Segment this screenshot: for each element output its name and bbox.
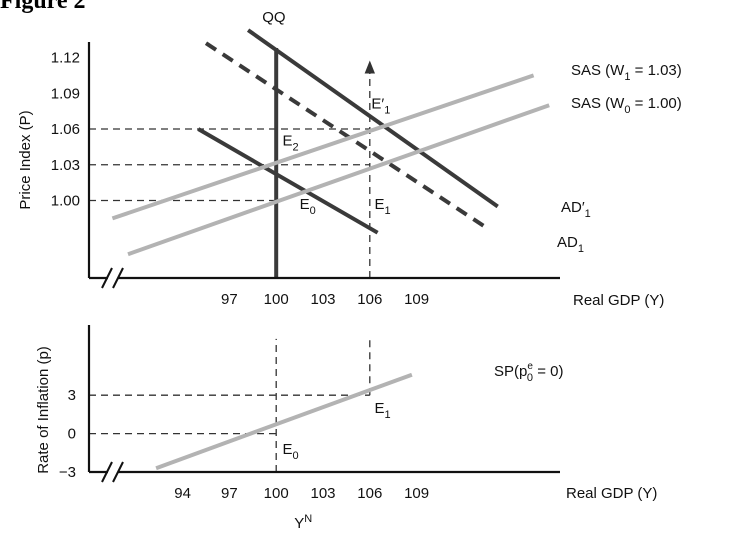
top-point-labels: E′1 E2 E0 E1: [282, 96, 390, 217]
bottom-x-tick-103: 103: [310, 485, 335, 502]
label-y-natural: YN: [294, 513, 312, 532]
bottom-y-tick-0: 0: [68, 426, 76, 443]
top-y-tick-1-09: 1.09: [51, 85, 80, 102]
bottom-series-labels: SP(pe 0 = 0): [494, 361, 563, 384]
top-y-axis-label: Price Index (P): [17, 110, 34, 209]
bottom-y-tick-3: −3: [59, 464, 76, 481]
top-y-tick-1-03: 1.03: [51, 157, 80, 174]
bottom-x-tick-109: 109: [404, 485, 429, 502]
label-qq: QQ: [262, 9, 285, 26]
natural-output-label: YN: [294, 513, 312, 532]
bottom-x-tick-100: 100: [264, 485, 289, 502]
top-x-tick-106: 106: [357, 291, 382, 308]
label-ad-1: AD′1: [561, 199, 591, 220]
bottom-x-tick-labels: 94 97 100 103 106 109: [174, 485, 429, 502]
price-index-panel: 1.12 1.09 1.06 1.03 1.00 97 100 103 106 109 Real…: [17, 9, 682, 309]
top-x-tick-labels: 97 100 103 106 109: [221, 291, 429, 308]
bottom-point-e1: E1: [374, 400, 390, 421]
point-e0: E0: [300, 196, 316, 217]
figure-title: Figure 2: [0, 0, 86, 14]
bottom-axis-break-mark: [101, 461, 124, 483]
bottom-y-tick-3: 3: [68, 387, 76, 404]
top-x-tick-103: 103: [310, 291, 335, 308]
bottom-y-tick-labels: 3 0 −3: [59, 387, 76, 481]
top-y-tick-1-12: 1.12: [51, 49, 80, 66]
top-series-ad-0: [197, 127, 379, 235]
label-sp-p-0-e-0: SP(pe 0 = 0): [494, 361, 563, 384]
top-y-tick-1-00: 1.00: [51, 193, 80, 210]
bottom-y-axis-label: Rate of Inflation (p): [35, 346, 52, 474]
label-sas-w-1-1-03: SAS (W1 = 1.03): [571, 62, 682, 83]
top-series-sas-w-0-1-00: [127, 103, 550, 257]
bottom-x-tick-94: 94: [174, 485, 191, 502]
top-series-ad-1: [246, 28, 499, 209]
top-x-axis-label: Real GDP (Y): [573, 292, 664, 309]
top-series-sas-w-1-1-03: [111, 73, 535, 221]
bottom-series-lines: [155, 372, 413, 471]
top-x-tick-109: 109: [404, 291, 429, 308]
top-series-labels: QQ AD′1 AD1 SAS (W1 = 1.03) SAS (W0 = 1.00): [262, 9, 682, 255]
bottom-x-tick-106: 106: [357, 485, 382, 502]
top-y-tick-1-06: 1.06: [51, 121, 80, 138]
point-e1: E1: [374, 196, 390, 217]
top-y-tick-labels: 1.12 1.09 1.06 1.03 1.00: [51, 49, 80, 209]
top-x-tick-97: 97: [221, 291, 238, 308]
label-ad-1: AD1: [557, 234, 584, 255]
bottom-point-e0: E0: [282, 441, 298, 462]
top-series-lines: [111, 28, 550, 278]
top-axis-break-mark: [101, 267, 124, 289]
point-e-1: E′1: [371, 96, 390, 117]
bottom-series-sp-p-0-e-0: [155, 372, 413, 471]
bottom-x-tick-97: 97: [221, 485, 238, 502]
bottom-point-labels: E1 E0: [282, 400, 390, 462]
bottom-x-axis-label: Real GDP (Y): [566, 485, 657, 502]
label-sas-w-0-1-00: SAS (W0 = 1.00): [571, 95, 682, 116]
point-e2: E2: [282, 133, 298, 154]
top-series-ad-1: [204, 41, 488, 230]
inflation-panel: 3 0 −3 94 97 100 103 106 109 Real GDP (Y) Rate …: [35, 325, 657, 532]
top-guide-lines: [89, 60, 375, 278]
top-x-tick-100: 100: [264, 291, 289, 308]
